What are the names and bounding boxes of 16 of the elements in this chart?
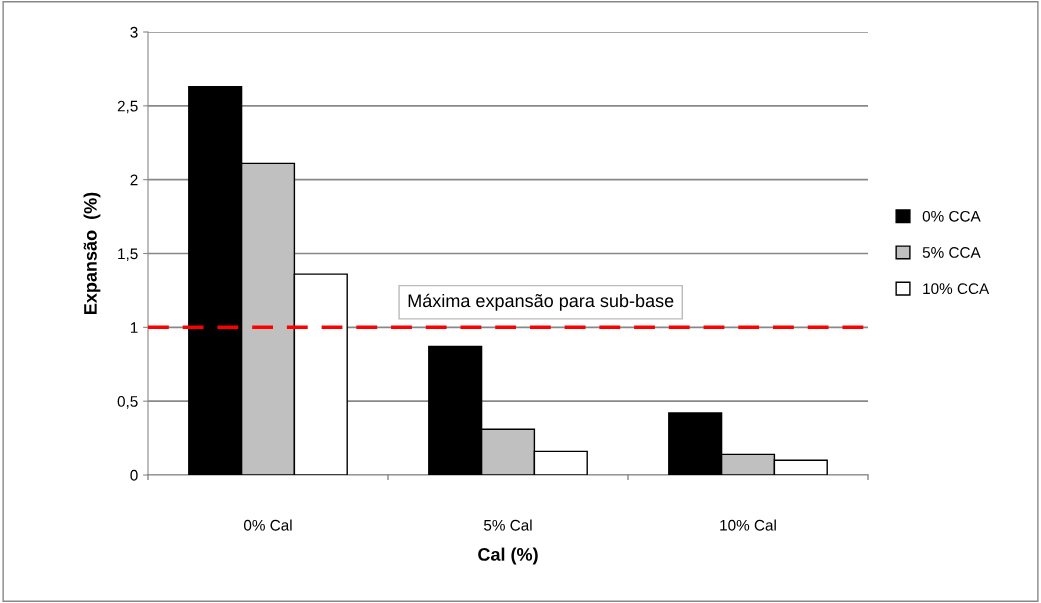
ref-line-label: Máxima expansão para sub-base: [408, 293, 674, 311]
y-tick-label: 0: [130, 469, 138, 481]
y-tick-label: 1: [130, 322, 138, 333]
x-tick-label: 5% Cal: [483, 519, 532, 531]
y-tick-label: 1,5: [118, 248, 138, 261]
y-tick-label: 3: [130, 26, 138, 38]
x-axis-title: Cal (%): [478, 547, 538, 565]
legend-label: 5% CCA: [922, 247, 981, 258]
y-axis-title: Expansão (%): [83, 192, 101, 314]
x-tick-label: 0% Cal: [243, 519, 292, 531]
y-tick-label: 0,5: [117, 396, 138, 409]
legend-label: 0% CCA: [922, 210, 981, 222]
y-tick-label: 2,5: [117, 100, 138, 114]
y-tick-label: 2: [130, 174, 138, 186]
legend-label: 10% CCA: [923, 283, 990, 295]
x-tick-label: 10% Cal: [720, 519, 776, 531]
